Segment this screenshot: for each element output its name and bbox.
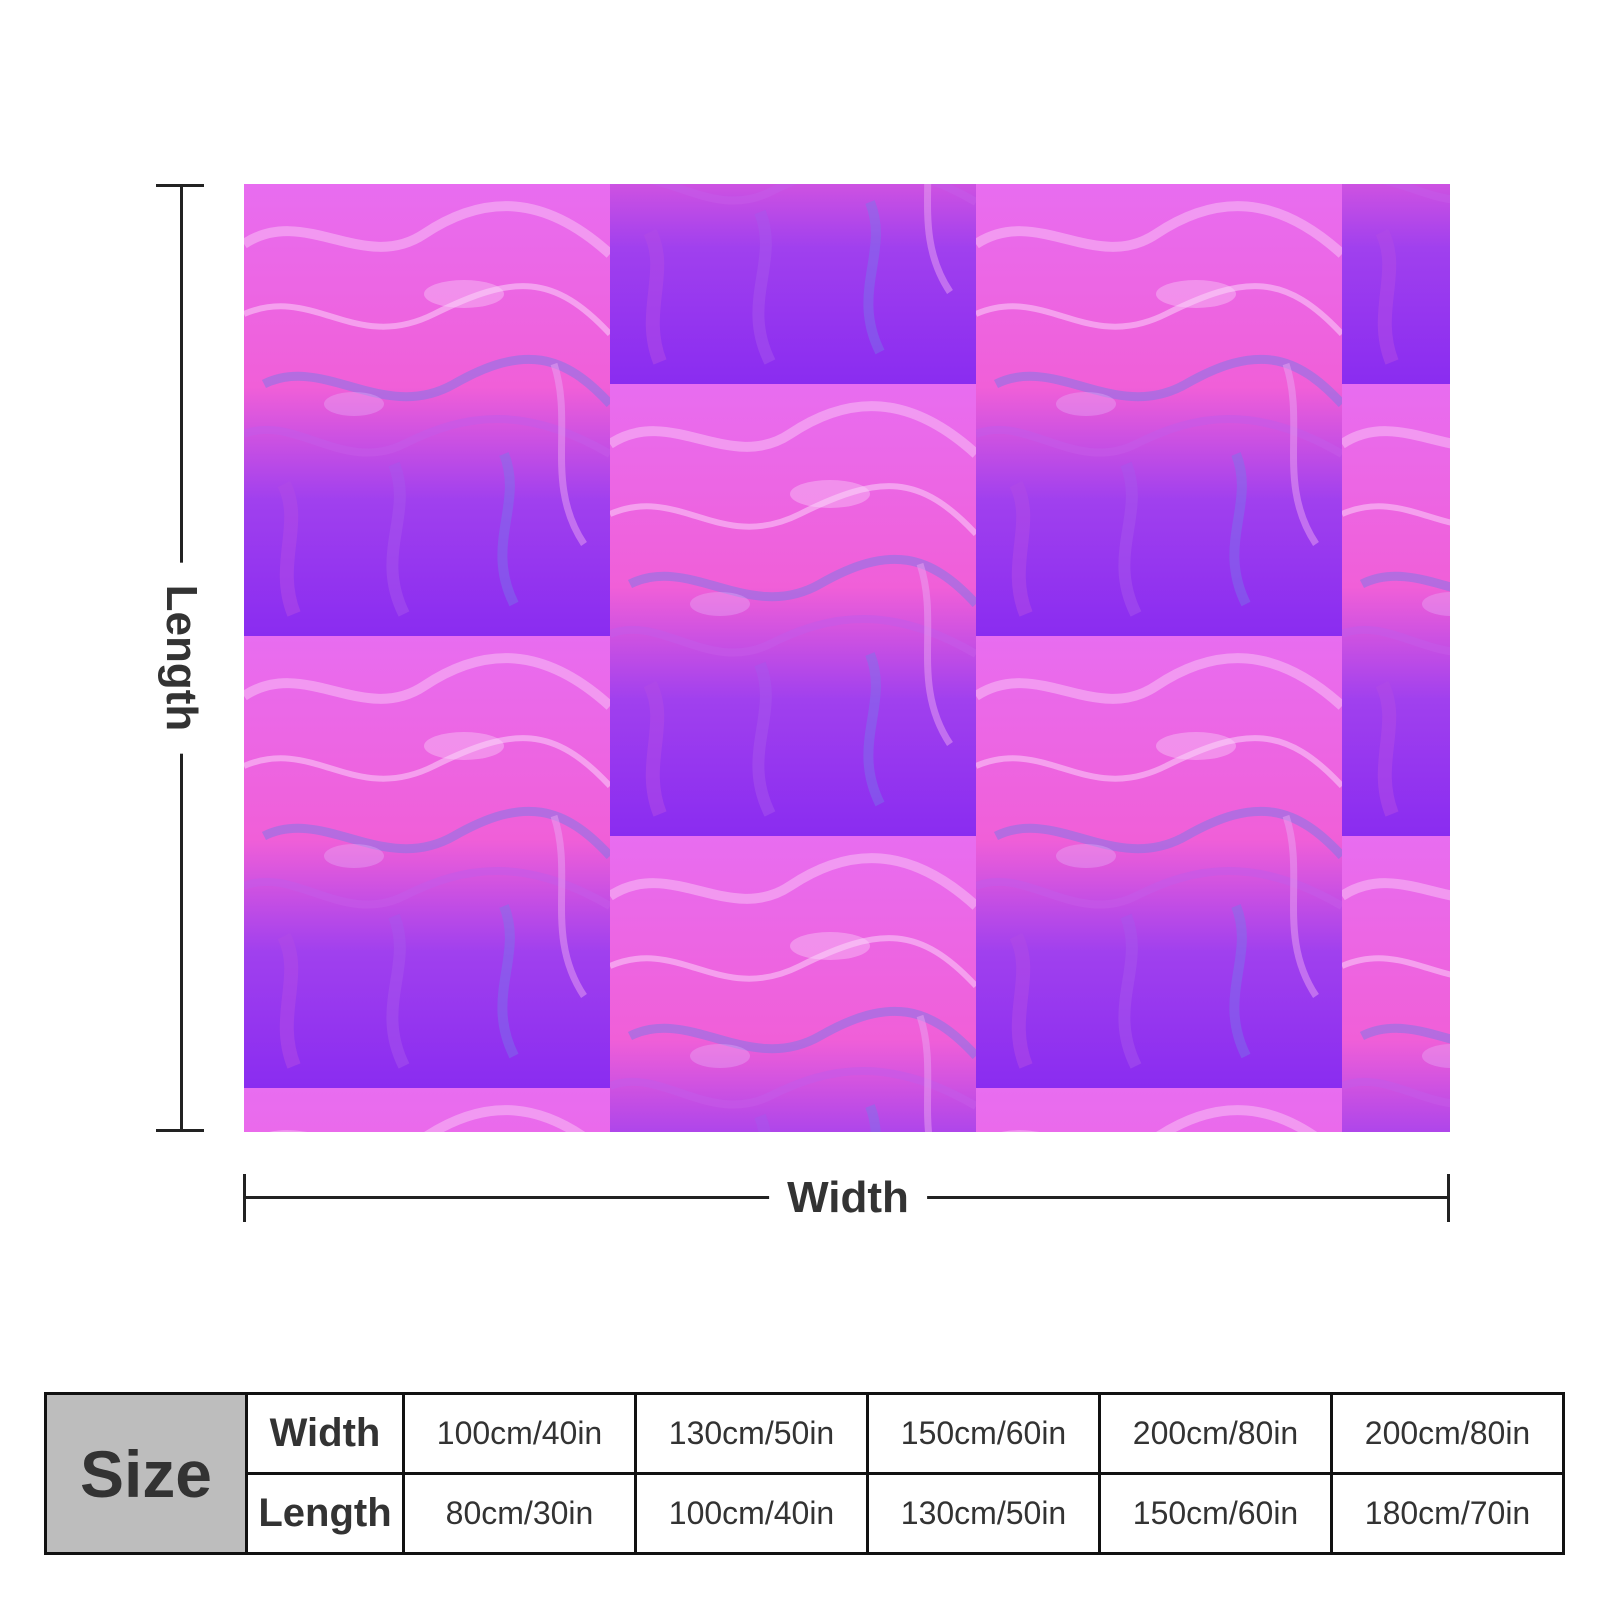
table-cell: 150cm/60in	[866, 1392, 1101, 1475]
length-row-label: Length	[245, 1472, 405, 1555]
width-label: Width	[769, 1176, 927, 1220]
size-header-cell: Size	[44, 1392, 248, 1555]
table-cell: 180cm/70in	[1330, 1472, 1565, 1555]
pattern-tile	[976, 636, 1342, 1088]
table-row: Size Width 100cm/40in 130cm/50in 150cm/6…	[44, 1392, 1565, 1555]
table-cell: 130cm/50in	[866, 1472, 1101, 1555]
table-cell: 100cm/40in	[634, 1472, 869, 1555]
table-cell: 200cm/80in	[1098, 1392, 1333, 1475]
pattern-tile	[244, 184, 610, 636]
pattern-tile	[610, 836, 976, 1132]
pattern-tile	[244, 636, 610, 1088]
pattern-tile	[1342, 184, 1450, 384]
blanket-artwork	[244, 184, 1450, 1132]
table-cell: 80cm/30in	[402, 1472, 637, 1555]
table-cell: 200cm/80in	[1330, 1392, 1565, 1475]
pattern-tile	[976, 1088, 1342, 1132]
length-label: Length	[157, 562, 206, 754]
pattern-tile	[244, 1088, 610, 1132]
size-table: Size Width 100cm/40in 130cm/50in 150cm/6…	[44, 1392, 1565, 1555]
table-row: Length 80cm/30in 100cm/40in 130cm/50in 1…	[46, 1472, 1565, 1555]
width-row-label: Width	[245, 1392, 405, 1475]
pattern-tile	[976, 184, 1342, 636]
table-cell: 130cm/50in	[634, 1392, 869, 1475]
pattern-tile	[610, 184, 976, 384]
pattern-tile	[1342, 836, 1450, 1132]
pattern-tile	[1342, 384, 1450, 836]
pattern-tile	[610, 384, 976, 836]
table-cell: 150cm/60in	[1098, 1472, 1333, 1555]
table-cell: 100cm/40in	[402, 1392, 637, 1475]
